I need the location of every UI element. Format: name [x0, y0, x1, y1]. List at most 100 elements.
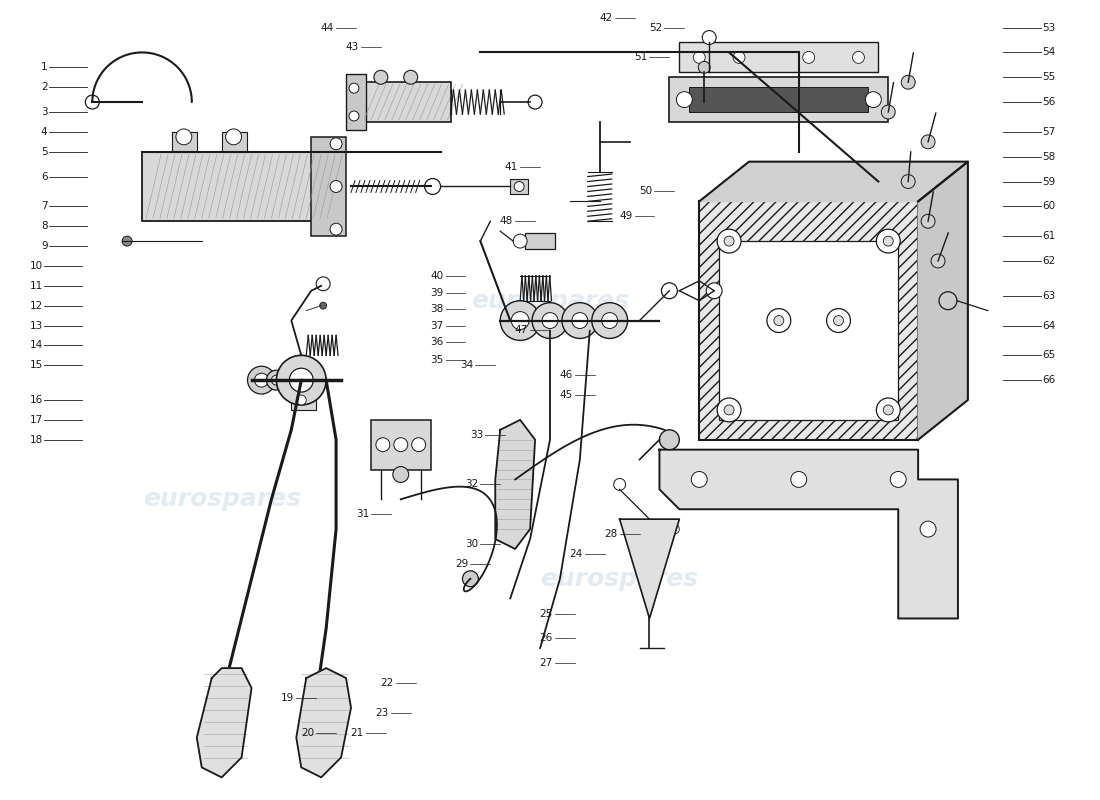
Circle shape — [901, 75, 915, 89]
Circle shape — [639, 524, 649, 534]
Text: 21: 21 — [351, 728, 364, 738]
Polygon shape — [197, 668, 252, 778]
Circle shape — [272, 375, 282, 385]
Text: 36: 36 — [430, 338, 443, 347]
Text: 52: 52 — [649, 22, 662, 33]
Bar — [346, 74, 366, 130]
Text: 65: 65 — [1043, 350, 1056, 360]
Text: 49: 49 — [619, 211, 632, 222]
Text: 34: 34 — [460, 360, 473, 370]
Text: 18: 18 — [30, 434, 43, 445]
Bar — [311, 137, 346, 236]
Text: 40: 40 — [430, 271, 443, 281]
Text: 30: 30 — [465, 539, 478, 549]
Circle shape — [425, 178, 441, 194]
Bar — [361, 82, 451, 122]
Circle shape — [376, 438, 389, 452]
Circle shape — [693, 51, 705, 63]
Text: eurospares: eurospares — [143, 487, 300, 511]
Circle shape — [374, 70, 388, 84]
Circle shape — [890, 471, 906, 487]
Text: 63: 63 — [1043, 290, 1056, 301]
Polygon shape — [918, 162, 968, 440]
Bar — [292, 390, 316, 410]
Text: 29: 29 — [455, 559, 469, 569]
Text: 62: 62 — [1043, 256, 1056, 266]
Polygon shape — [495, 420, 535, 549]
Text: 38: 38 — [430, 304, 443, 314]
Circle shape — [939, 292, 957, 310]
Circle shape — [572, 313, 587, 329]
Text: 31: 31 — [355, 510, 368, 519]
Text: 60: 60 — [1043, 202, 1056, 211]
Circle shape — [920, 521, 936, 537]
Circle shape — [670, 524, 680, 534]
Circle shape — [803, 51, 815, 63]
Circle shape — [226, 129, 242, 145]
Circle shape — [881, 105, 895, 119]
Text: 55: 55 — [1043, 72, 1056, 82]
Circle shape — [774, 315, 784, 326]
Text: 9: 9 — [41, 241, 47, 251]
Text: 33: 33 — [470, 430, 483, 440]
Circle shape — [86, 95, 99, 109]
Text: eurospares: eurospares — [471, 289, 629, 313]
Text: 11: 11 — [30, 281, 43, 290]
Circle shape — [320, 302, 327, 309]
Text: 12: 12 — [30, 301, 43, 310]
Circle shape — [176, 129, 191, 145]
Polygon shape — [700, 162, 968, 202]
Circle shape — [698, 62, 711, 74]
Bar — [670, 78, 889, 122]
Text: 8: 8 — [41, 222, 47, 231]
Circle shape — [676, 92, 692, 107]
Circle shape — [724, 236, 734, 246]
Text: 4: 4 — [41, 127, 47, 137]
Circle shape — [826, 309, 850, 333]
Bar — [510, 178, 528, 194]
Text: 19: 19 — [280, 693, 295, 703]
Text: 41: 41 — [505, 162, 518, 172]
Text: 23: 23 — [375, 708, 388, 718]
Text: 56: 56 — [1043, 97, 1056, 107]
Text: 66: 66 — [1043, 375, 1056, 385]
Text: 50: 50 — [639, 186, 652, 197]
Circle shape — [349, 83, 359, 93]
Circle shape — [661, 283, 678, 298]
Circle shape — [542, 313, 558, 329]
Text: eurospares: eurospares — [540, 566, 698, 590]
Circle shape — [122, 236, 132, 246]
Text: 32: 32 — [465, 479, 478, 490]
Circle shape — [514, 182, 524, 191]
Text: 3: 3 — [41, 107, 47, 117]
Circle shape — [614, 478, 626, 490]
Bar — [525, 233, 556, 249]
Circle shape — [532, 302, 568, 338]
Circle shape — [691, 471, 707, 487]
Text: 45: 45 — [560, 390, 573, 400]
Circle shape — [767, 309, 791, 333]
Text: 53: 53 — [1043, 22, 1056, 33]
Polygon shape — [296, 668, 351, 778]
Circle shape — [866, 92, 881, 107]
Circle shape — [638, 557, 661, 581]
Circle shape — [921, 214, 935, 228]
Circle shape — [901, 174, 915, 189]
Bar — [371, 420, 430, 470]
Text: 7: 7 — [41, 202, 47, 211]
Text: 10: 10 — [30, 261, 43, 271]
Text: 1: 1 — [41, 62, 47, 72]
Circle shape — [659, 430, 680, 450]
Bar — [700, 202, 918, 440]
Circle shape — [276, 355, 326, 405]
Circle shape — [702, 30, 716, 45]
Text: 26: 26 — [540, 634, 553, 643]
Text: 28: 28 — [604, 529, 618, 539]
Text: 25: 25 — [540, 609, 553, 618]
Circle shape — [349, 111, 359, 121]
Circle shape — [248, 366, 275, 394]
Circle shape — [316, 277, 330, 290]
Circle shape — [921, 135, 935, 149]
Text: 57: 57 — [1043, 127, 1056, 137]
Circle shape — [512, 312, 529, 330]
